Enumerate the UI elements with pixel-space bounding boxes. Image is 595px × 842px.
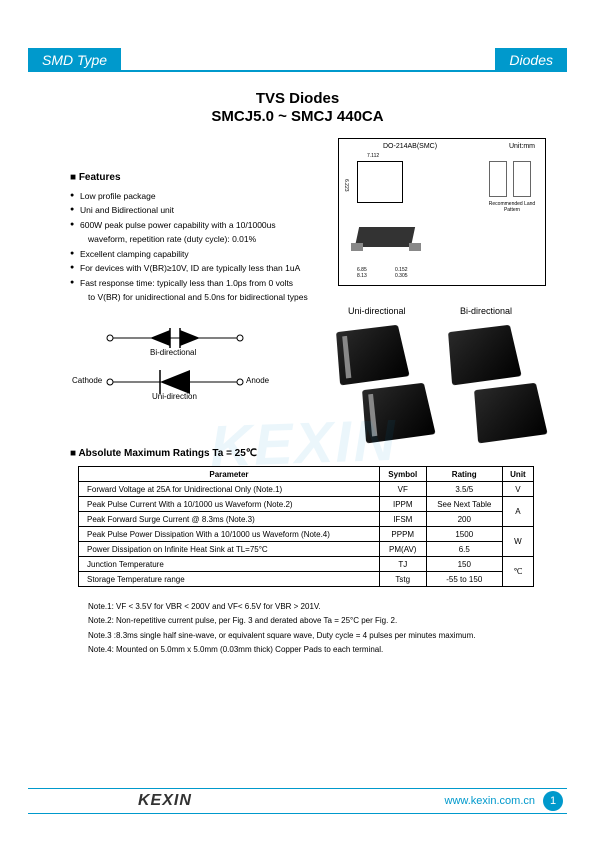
table-row: Peak Forward Surge Current @ 8.3ms (Note… [79,512,534,527]
cell-param: Forward Voltage at 25A for Unidirectiona… [79,482,380,497]
photo-bi-label: Bi-directional [460,306,512,316]
ratings-col-header: Unit [502,467,533,482]
cell-unit: V [502,482,533,497]
feature-item: Fast response time: typically less than … [70,276,310,290]
feature-item: 600W peak pulse power capability with a … [70,218,310,232]
cell-symbol: Tstg [379,572,426,587]
photo-uni-1 [336,325,410,386]
pkg-footprint-1 [513,161,531,197]
ratings-col-header: Parameter [79,467,380,482]
anode-label: Anode [246,376,269,385]
cell-rating: 200 [426,512,502,527]
footer: KEXIN www.kexin.com.cn 1 [28,788,567,814]
cell-unit: W [502,527,533,557]
feature-item: Uni and Bidirectional unit [70,203,310,217]
pkg-lead-1 [351,243,363,251]
cell-unit: A [502,497,533,527]
cell-rating: 1500 [426,527,502,542]
photo-bi-2 [474,383,548,444]
cell-rating: 3.5/5 [426,482,502,497]
table-row: Peak Pulse Current With a 10/1000 us Wav… [79,497,534,512]
dim-body-h: 6.223 [343,179,349,192]
photo-bi-1 [448,325,522,386]
photo-uni-label: Uni-directional [348,306,406,316]
feature-item-cont: to V(BR) for unidirectional and 5.0ns fo… [70,290,310,304]
footer-url: www.kexin.com.cn [445,795,535,807]
cell-param: Peak Forward Surge Current @ 8.3ms (Note… [79,512,380,527]
photo-uni-2 [362,383,436,444]
pkg-top-view [357,161,403,203]
pkg-footprint-label: Recommended Land Pattern [487,201,537,213]
notes-section: Note.1: VF < 3.5V for VBR < 200V and VF<… [88,600,528,658]
cell-param: Peak Pulse Current With a 10/1000 us Wav… [79,497,380,512]
note-line: Note.3 :8.3ms single half sine-wave, or … [88,629,528,643]
features-section: Features Low profile packageUni and Bidi… [70,172,310,305]
dim-lead-t: 0.305 [395,273,408,279]
pkg-footprint-2 [489,161,507,197]
page-title: TVS Diodes [0,90,595,107]
footer-logo: KEXIN [138,792,192,810]
cathode-label: Cathode [72,376,102,385]
cell-param: Power Dissipation on Infinite Heat Sink … [79,542,380,557]
cell-symbol: PPPM [379,527,426,542]
cell-symbol: IFSM [379,512,426,527]
schematic-symbols: Bi-directional Uni-direction Cathode Ano… [90,320,290,410]
note-line: Note.1: VF < 3.5V for VBR < 200V and VF<… [88,600,528,614]
feature-item: Excellent clamping capability [70,247,310,261]
cell-param: Storage Temperature range [79,572,380,587]
header-divider [121,48,495,72]
cell-unit: ℃ [502,557,533,587]
header-bar: SMD Type Diodes [28,48,567,72]
pkg-unit: Unit:mm [509,143,535,150]
pkg-3d-view [355,227,415,247]
cell-param: Peak Pulse Power Dissipation With a 10/1… [79,527,380,542]
ratings-table: ParameterSymbolRatingUnit Forward Voltag… [78,466,534,587]
table-row: Peak Pulse Power Dissipation With a 10/1… [79,527,534,542]
cell-symbol: VF [379,482,426,497]
schematic-svg [90,320,290,420]
features-heading: Features [70,172,310,183]
table-row: Forward Voltage at 25A for Unidirectiona… [79,482,534,497]
footer-page-number: 1 [543,791,563,811]
dim-body-w: 7.112 [367,153,379,159]
ratings-col-header: Symbol [379,467,426,482]
bi-label: Bi-directional [150,348,196,357]
pkg-title: DO-214AB(SMC) [383,143,437,150]
table-row: Power Dissipation on Infinite Heat Sink … [79,542,534,557]
page-subtitle: SMCJ5.0 ~ SMCJ 440CA [0,108,595,125]
feature-item: Low profile package [70,189,310,203]
cell-symbol: PM(AV) [379,542,426,557]
cell-rating: -55 to 150 [426,572,502,587]
cell-rating: 6.5 [426,542,502,557]
uni-label: Uni-direction [152,392,197,401]
feature-item: For devices with V(BR)≥10V, ID are typic… [70,261,310,275]
table-row: Junction TemperatureTJ150℃ [79,557,534,572]
feature-item-cont: waveform, repetition rate (duty cycle): … [70,232,310,246]
cell-symbol: IPPM [379,497,426,512]
package-diagram: DO-214AB(SMC) Unit:mm 7.112 6.223 Recomm… [338,138,546,286]
cell-rating: 150 [426,557,502,572]
dim-pitch-max: 8.13 [357,273,367,279]
note-line: Note.2: Non-repetitive current pulse, pe… [88,614,528,628]
ratings-heading: Absolute Maximum Ratings Ta = 25℃ [70,448,257,459]
header-type: Diodes [495,48,567,72]
pkg-lead-2 [409,243,421,251]
cell-symbol: TJ [379,557,426,572]
table-row: Storage Temperature rangeTstg-55 to 150 [79,572,534,587]
ratings-col-header: Rating [426,467,502,482]
cell-param: Junction Temperature [79,557,380,572]
cell-rating: See Next Table [426,497,502,512]
header-category: SMD Type [28,48,121,72]
note-line: Note.4: Mounted on 5.0mm x 5.0mm (0.03mm… [88,643,528,657]
